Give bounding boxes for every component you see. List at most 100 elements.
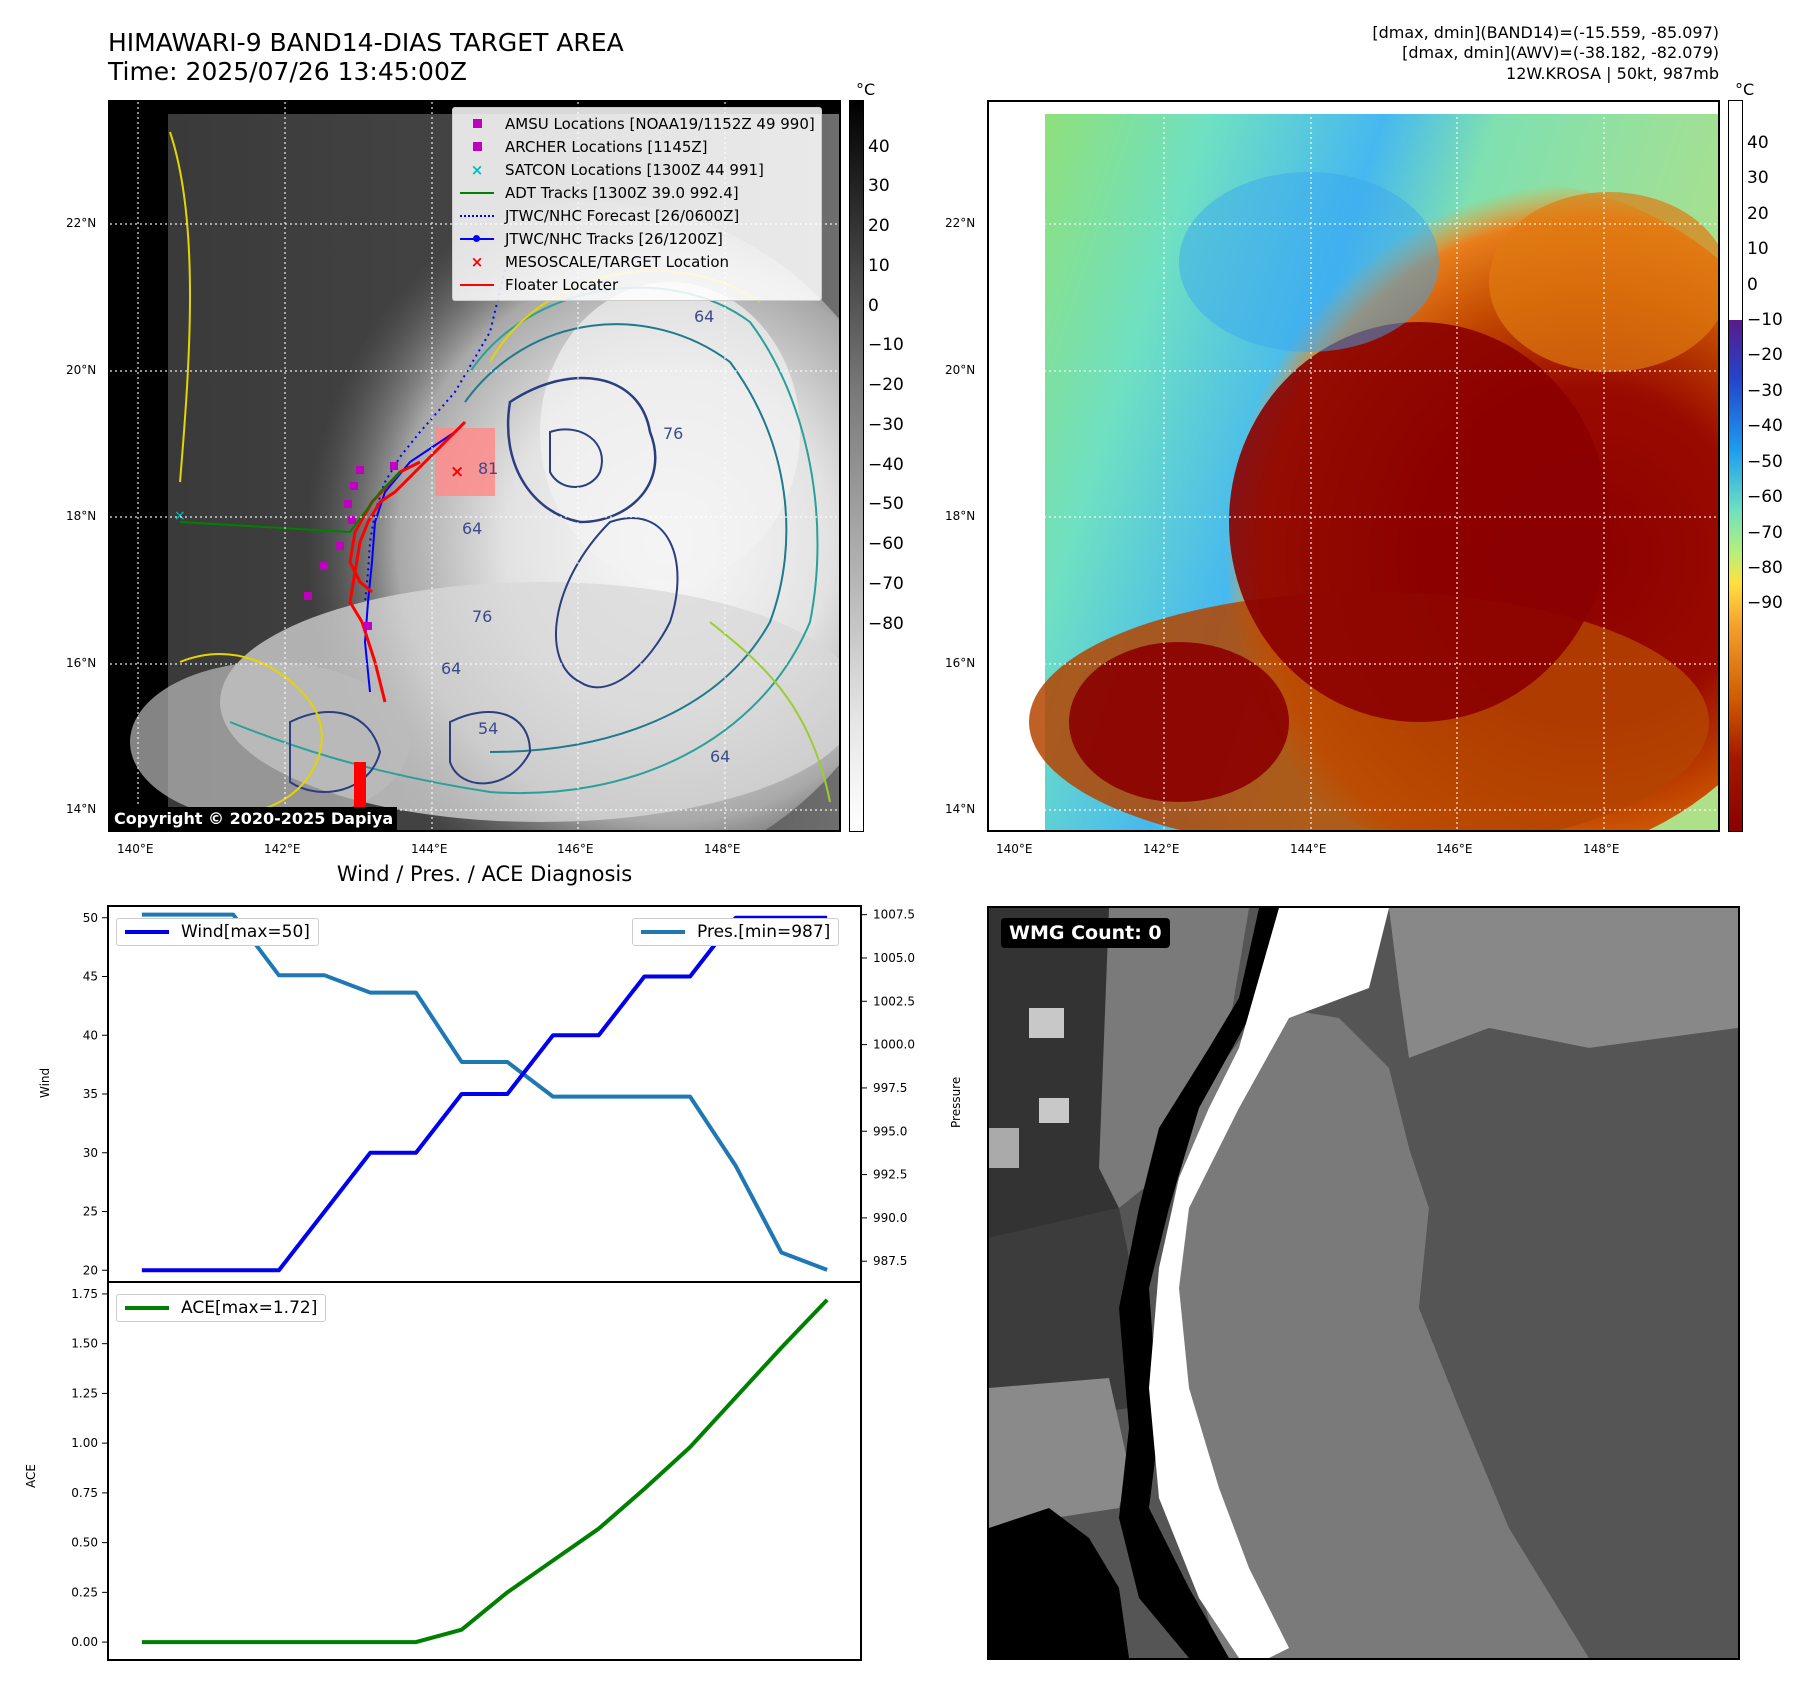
colorbar-tick-label: 0 bbox=[1747, 274, 1758, 295]
colorbar-tick-label: −70 bbox=[868, 573, 904, 594]
colorbar-tick-label: −10 bbox=[1747, 310, 1783, 331]
y-tick-label: 0.25 bbox=[71, 1585, 98, 1599]
contour-label-64b: 64 bbox=[441, 659, 461, 678]
wmg-image bbox=[989, 908, 1738, 1658]
line-dot-icon bbox=[459, 231, 495, 247]
square-marker-icon bbox=[459, 139, 495, 155]
contour-label-81: 81 bbox=[478, 459, 498, 478]
legend-floater: Floater Locater bbox=[459, 273, 815, 296]
lat-label: 22°N bbox=[66, 216, 97, 230]
figure-time: Time: 2025/07/26 13:45:00Z bbox=[108, 57, 467, 86]
y-tick-label: 1.25 bbox=[71, 1386, 98, 1400]
figure-title: HIMAWARI-9 BAND14-DIAS TARGET AREA bbox=[108, 28, 624, 57]
dotted-line-icon bbox=[459, 208, 495, 224]
lon-label: 140°E bbox=[996, 842, 1033, 856]
awv-range: [dmax, dmin](AWV)=(-38.182, -82.079) bbox=[1402, 43, 1719, 62]
line-icon bbox=[125, 930, 169, 934]
x-marker-icon: × bbox=[470, 160, 484, 179]
colorbar-tick-label: −60 bbox=[1747, 487, 1783, 508]
line-marker-icon bbox=[459, 277, 495, 293]
y2-tick-label: 997.5 bbox=[873, 1081, 907, 1095]
colorbar-tick-label: −90 bbox=[1747, 593, 1783, 614]
line-marker-icon bbox=[459, 185, 495, 201]
lon-label: 142°E bbox=[1143, 842, 1180, 856]
lat-label: 22°N bbox=[945, 216, 976, 230]
plot-frame bbox=[107, 1281, 862, 1661]
colorbar-tick-label: −70 bbox=[1747, 522, 1783, 543]
lon-label: 146°E bbox=[557, 842, 594, 856]
colorbar-tick-label: −40 bbox=[1747, 416, 1783, 437]
colorbar-tick-label: 40 bbox=[1747, 132, 1769, 153]
contour-label-54: 54 bbox=[478, 719, 498, 738]
colorbar-tick-label: −30 bbox=[868, 414, 904, 435]
y2-tick-label: 1007.5 bbox=[873, 908, 915, 922]
line-icon bbox=[125, 1306, 169, 1310]
ace-series-line bbox=[141, 1298, 829, 1645]
svg-text:×: × bbox=[174, 508, 186, 524]
band14-range: [dmax, dmin](BAND14)=(-15.559, -85.097) bbox=[1372, 23, 1719, 42]
colorbar-unit: °C bbox=[1735, 80, 1755, 99]
colorbar-tick-label: −60 bbox=[868, 534, 904, 555]
colorbar-tick-label: −10 bbox=[868, 335, 904, 356]
colorbar-tick-label: 20 bbox=[868, 216, 890, 237]
ace-plot: 1.75 1.50 1.25 1.00 0.75 0.50 0.25 0.00 bbox=[71, 1281, 862, 1661]
y-tick-label: 1.00 bbox=[71, 1436, 98, 1450]
y-tick-label: 45 bbox=[83, 970, 98, 984]
lat-label: 14°N bbox=[945, 802, 976, 816]
y2-tick-label: 1000.0 bbox=[873, 1038, 915, 1052]
legend-archer: ARCHER Locations [1145Z] bbox=[459, 135, 815, 158]
legend-target: × MESOSCALE/TARGET Location bbox=[459, 250, 815, 273]
colorbar-tick-label: −50 bbox=[1747, 451, 1783, 472]
lat-label: 16°N bbox=[66, 656, 97, 670]
contour-label-64c: 64 bbox=[694, 307, 714, 326]
contour-label-64: 64 bbox=[462, 519, 482, 538]
lon-label: 144°E bbox=[411, 842, 448, 856]
wind-axis-label: Wind bbox=[38, 1067, 52, 1098]
storm-info: 12W.KROSA | 50kt, 987mb bbox=[1506, 64, 1719, 83]
svg-text:×: × bbox=[450, 462, 464, 482]
awv-map-image bbox=[989, 102, 1718, 830]
legend-jtwc-forecast: JTWC/NHC Forecast [26/0600Z] bbox=[459, 204, 815, 227]
ace-legend: ACE[max=1.72] bbox=[116, 1294, 327, 1322]
y2-tick-label: 1005.0 bbox=[873, 951, 915, 965]
colorbar-tick-label: 0 bbox=[868, 295, 879, 316]
lon-label: 148°E bbox=[704, 842, 741, 856]
wind-pressure-plot: 50 45 40 35 30 25 20 1007.5 1005.0 1002.5 1000.0 99… bbox=[83, 905, 915, 1283]
color-colorbar bbox=[1728, 100, 1743, 832]
contour-label-76: 76 bbox=[663, 424, 683, 443]
lat-label: 18°N bbox=[66, 509, 97, 523]
colorbar-tick-label: 20 bbox=[1747, 203, 1769, 224]
y-tick-label: 20 bbox=[83, 1263, 98, 1277]
line-icon bbox=[641, 930, 685, 934]
lon-label: 144°E bbox=[1290, 842, 1327, 856]
colorbar-tick-label: −20 bbox=[868, 375, 904, 396]
y-tick-label: 0.00 bbox=[71, 1635, 98, 1649]
y2-tick-label: 992.5 bbox=[873, 1168, 907, 1182]
colorbar-tick-label: 30 bbox=[1747, 168, 1769, 189]
colorbar-tick-label: −30 bbox=[1747, 380, 1783, 401]
lat-label: 20°N bbox=[945, 363, 976, 377]
map-legend: AMSU Locations [NOAA19/1152Z 49 990] ARC… bbox=[452, 107, 822, 301]
legend-jtwc-tracks: JTWC/NHC Tracks [26/1200Z] bbox=[459, 227, 815, 250]
wind-series-line bbox=[141, 915, 828, 1273]
square-marker-icon bbox=[459, 116, 495, 132]
grayscale-colorbar bbox=[849, 100, 864, 832]
y-tick-label: 40 bbox=[83, 1028, 98, 1042]
y-tick-label: 0.75 bbox=[71, 1486, 98, 1500]
y-tick-label: 0.50 bbox=[71, 1536, 98, 1550]
colorbar-unit: °C bbox=[856, 80, 876, 99]
wind-legend: Wind[max=50] bbox=[116, 918, 319, 946]
contour-label-76b: 76 bbox=[472, 607, 492, 626]
y2-tick-label: 995.0 bbox=[873, 1124, 907, 1138]
wmg-panel: WMG Count: 0 bbox=[987, 906, 1740, 1660]
lat-label: 16°N bbox=[945, 656, 976, 670]
awv-map-panel bbox=[987, 100, 1720, 832]
ace-axis-label: ACE bbox=[24, 1464, 38, 1488]
colorbar-tick-label: 10 bbox=[1747, 239, 1769, 260]
y2-tick-label: 987.5 bbox=[873, 1254, 907, 1268]
legend-amsu: AMSU Locations [NOAA19/1152Z 49 990] bbox=[459, 112, 815, 135]
colorbar-tick-label: −50 bbox=[868, 494, 904, 515]
y-tick-label: 25 bbox=[83, 1205, 98, 1219]
ir-map-panel: × × 76 81 64 76 64 64 64 54 AMSU Locatio… bbox=[108, 100, 841, 832]
